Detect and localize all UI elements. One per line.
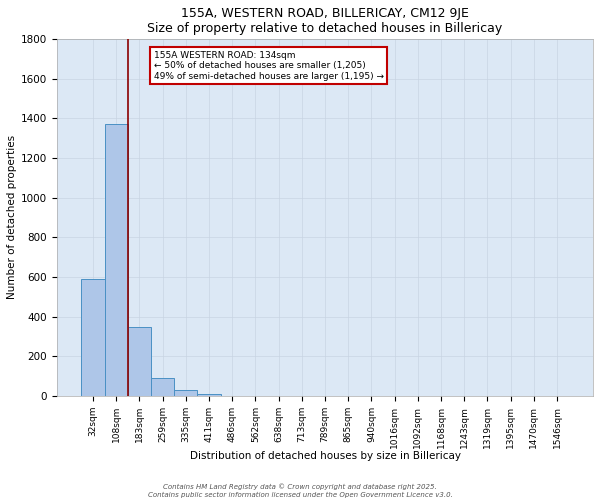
Y-axis label: Number of detached properties: Number of detached properties (7, 136, 17, 300)
Text: 155A WESTERN ROAD: 134sqm
← 50% of detached houses are smaller (1,205)
49% of se: 155A WESTERN ROAD: 134sqm ← 50% of detac… (154, 51, 383, 80)
Bar (128, 326, 151, 396)
X-axis label: Distribution of detached houses by size in Billericay: Distribution of detached houses by size … (190, 450, 461, 460)
Bar (174, 390, 197, 396)
Bar (104, 124, 128, 396)
Title: 155A, WESTERN ROAD, BILLERICAY, CM12 9JE
Size of property relative to detached h: 155A, WESTERN ROAD, BILLERICAY, CM12 9JE… (148, 7, 503, 35)
Bar (82, 279, 104, 396)
Bar (151, 378, 174, 396)
Text: Contains HM Land Registry data © Crown copyright and database right 2025.
Contai: Contains HM Land Registry data © Crown c… (148, 484, 452, 498)
Bar (197, 394, 221, 396)
